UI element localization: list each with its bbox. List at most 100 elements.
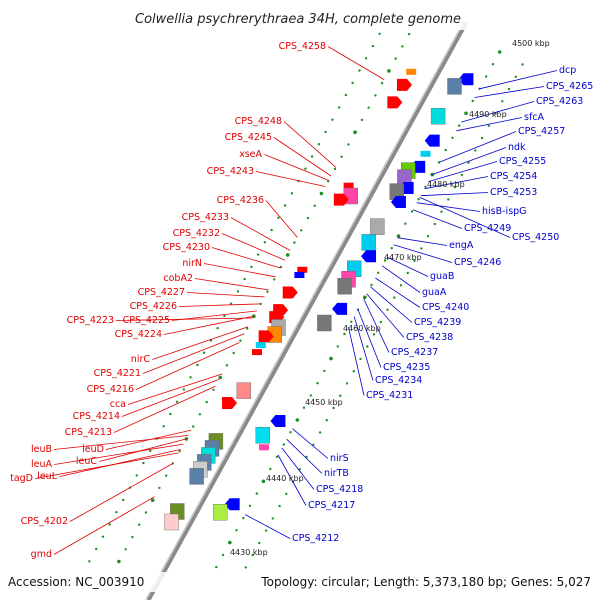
gene-label-cps-4233[interactable]: CPS_4233 xyxy=(182,212,229,223)
gene-label-guab[interactable]: guaB xyxy=(430,271,454,282)
tick-dot xyxy=(212,388,215,391)
gene-label-gmd[interactable]: gmd xyxy=(31,549,52,560)
gene-label-cps-4253[interactable]: CPS_4253 xyxy=(490,187,537,198)
gene-label-cps-4245[interactable]: CPS_4245 xyxy=(225,132,272,143)
gene-label-cps-4248[interactable]: CPS_4248 xyxy=(235,116,282,127)
gene-block-small xyxy=(297,266,308,273)
gene-label-leul[interactable]: leuL xyxy=(37,471,58,482)
gene-label-cps-4237[interactable]: CPS_4237 xyxy=(391,347,438,358)
tick-dot xyxy=(144,511,148,514)
gene-label-cps-4258[interactable]: CPS_4258 xyxy=(279,41,326,52)
gene-label-cps-4218[interactable]: CPS_4218 xyxy=(316,484,363,495)
gene-block-small xyxy=(255,342,266,349)
tick-dot xyxy=(383,259,387,262)
gene-label-cps-4217[interactable]: CPS_4217 xyxy=(308,500,355,511)
gene-block xyxy=(255,427,270,444)
connector-line xyxy=(245,514,291,539)
tick-dot xyxy=(175,400,179,403)
gene-label-cps-4223[interactable]: CPS_4223 xyxy=(67,315,114,326)
tick-dot xyxy=(122,498,125,502)
gene-label-guaa[interactable]: guaA xyxy=(422,287,447,298)
gene-label-leub[interactable]: leuB xyxy=(31,444,52,455)
connector-line xyxy=(357,309,382,368)
gene-label-cca[interactable]: cca xyxy=(110,399,126,410)
tick-dot xyxy=(494,112,497,115)
gene-label-sfca[interactable]: sfcA xyxy=(524,112,545,123)
gene-block xyxy=(430,107,446,125)
gene-block xyxy=(164,513,179,531)
connector-line xyxy=(105,429,192,450)
connector-line xyxy=(142,333,245,374)
gene-label-cps-4231[interactable]: CPS_4231 xyxy=(366,390,413,401)
gene-label-cps-4249[interactable]: CPS_4249 xyxy=(464,223,511,234)
gene-label-leuc[interactable]: leuC xyxy=(76,456,98,467)
gene-label-cps-4216[interactable]: CPS_4216 xyxy=(87,384,134,395)
gene-label-cps-4224[interactable]: CPS_4224 xyxy=(115,329,162,340)
gene-label-cps-4227[interactable]: CPS_4227 xyxy=(138,287,185,298)
gene-label-cps-4250[interactable]: CPS_4250 xyxy=(512,232,559,243)
gene-label-cps-4239[interactable]: CPS_4239 xyxy=(414,317,461,328)
tick-dot xyxy=(406,271,409,275)
gene-label-nirs[interactable]: nirS xyxy=(330,453,349,464)
scale-label-4500: 4500 kbp xyxy=(512,39,550,48)
gene-label-ndk[interactable]: ndk xyxy=(508,142,526,153)
gene-label-cps-4240[interactable]: CPS_4240 xyxy=(422,302,469,313)
tick-dot xyxy=(317,143,321,146)
tick-dot xyxy=(243,277,246,281)
tick-dot xyxy=(258,541,261,545)
gene-label-cps-4221[interactable]: CPS_4221 xyxy=(94,368,141,379)
gene-label-cps-4202[interactable]: CPS_4202 xyxy=(21,516,68,527)
connector-line xyxy=(428,161,498,182)
gene-label-cps-4246[interactable]: CPS_4246 xyxy=(454,257,501,268)
tick-dot xyxy=(150,498,155,503)
gene-label-cps-4243[interactable]: CPS_4243 xyxy=(207,166,254,177)
gene-label-tagd[interactable]: tagD xyxy=(10,473,33,484)
gene-label-cps-4236[interactable]: CPS_4236 xyxy=(217,195,264,206)
gene-label-cps-4235[interactable]: CPS_4235 xyxy=(383,362,430,373)
gene-label-cps-4238[interactable]: CPS_4238 xyxy=(406,332,453,343)
tick-dot xyxy=(135,474,138,477)
tick-dot xyxy=(250,265,253,269)
gene-label-cps-4230[interactable]: CPS_4230 xyxy=(163,242,210,253)
gene-label-cps-4255[interactable]: CPS_4255 xyxy=(499,156,546,167)
gene-label-cps-4263[interactable]: CPS_4263 xyxy=(536,96,583,107)
tick-dot xyxy=(306,216,310,220)
tick-dot xyxy=(390,247,393,250)
tick-dot xyxy=(485,75,488,78)
gene-label-leud[interactable]: leuD xyxy=(82,444,104,455)
gene-arrow xyxy=(458,73,474,86)
gene-label-cps-4213[interactable]: CPS_4213 xyxy=(65,427,112,438)
tick-dot xyxy=(345,382,349,385)
gene-label-nirc[interactable]: nirC xyxy=(131,354,151,365)
connector-line xyxy=(474,86,545,98)
tick-dot xyxy=(259,302,262,306)
tick-dot xyxy=(236,290,240,293)
gene-label-cps-4226[interactable]: CPS_4226 xyxy=(130,301,177,312)
left-gene-labels: CPS_4258 CPS_4248 CPS_4245 xseA CPS_4243… xyxy=(10,41,326,560)
gene-label-leua[interactable]: leuA xyxy=(31,459,53,470)
gene-label-cps-4212[interactable]: CPS_4212 xyxy=(292,533,339,544)
gene-label-coba2[interactable]: cobA2 xyxy=(163,273,193,284)
gene-label-cps-4214[interactable]: CPS_4214 xyxy=(73,411,120,422)
tick-dot xyxy=(309,394,312,397)
tick-dot xyxy=(480,136,484,140)
gene-label-hisb-ispg[interactable]: hisB-ispG xyxy=(482,206,527,217)
connector-line xyxy=(286,438,323,474)
gene-label-dcp[interactable]: dcp xyxy=(559,65,576,76)
gene-label-nirtb[interactable]: nirTB xyxy=(324,468,349,479)
gene-label-cps-4257[interactable]: CPS_4257 xyxy=(518,126,565,137)
gene-label-cps-4225[interactable]: CPS_4225 xyxy=(123,315,170,326)
gene-label-cps-4265[interactable]: CPS_4265 xyxy=(546,81,593,92)
gene-label-xsea[interactable]: xseA xyxy=(239,149,262,160)
gene-label-cps-4254[interactable]: CPS_4254 xyxy=(490,171,537,182)
tick-dot xyxy=(340,155,343,158)
gene-label-enga[interactable]: engA xyxy=(449,240,474,251)
gene-label-cps-4234[interactable]: CPS_4234 xyxy=(375,375,422,386)
gene-label-cps-4232[interactable]: CPS_4232 xyxy=(173,228,220,239)
gene-block xyxy=(317,314,332,332)
gene-arrow xyxy=(332,302,348,315)
tick-dot xyxy=(142,461,145,465)
tick-dot xyxy=(344,93,348,97)
gene-label-nirn[interactable]: nirN xyxy=(182,258,202,269)
tick-dot xyxy=(273,278,276,281)
